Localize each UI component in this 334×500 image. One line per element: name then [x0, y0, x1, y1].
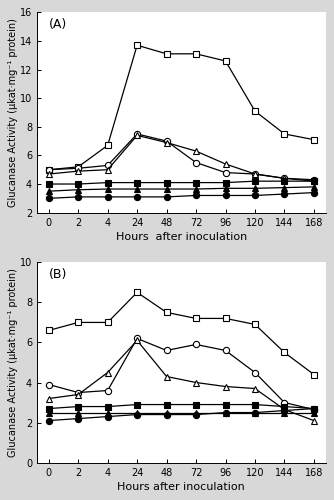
Text: (B): (B)	[48, 268, 67, 281]
Text: (A): (A)	[48, 18, 67, 32]
Y-axis label: Glucanase Activity (μkat·mg⁻¹ protein): Glucanase Activity (μkat·mg⁻¹ protein)	[8, 18, 18, 207]
X-axis label: Hours after inoculation: Hours after inoculation	[118, 482, 245, 492]
X-axis label: Hours  after inoculation: Hours after inoculation	[116, 232, 247, 241]
Y-axis label: Glucanase Activity (μkat·mg⁻¹ protein): Glucanase Activity (μkat·mg⁻¹ protein)	[8, 268, 18, 457]
